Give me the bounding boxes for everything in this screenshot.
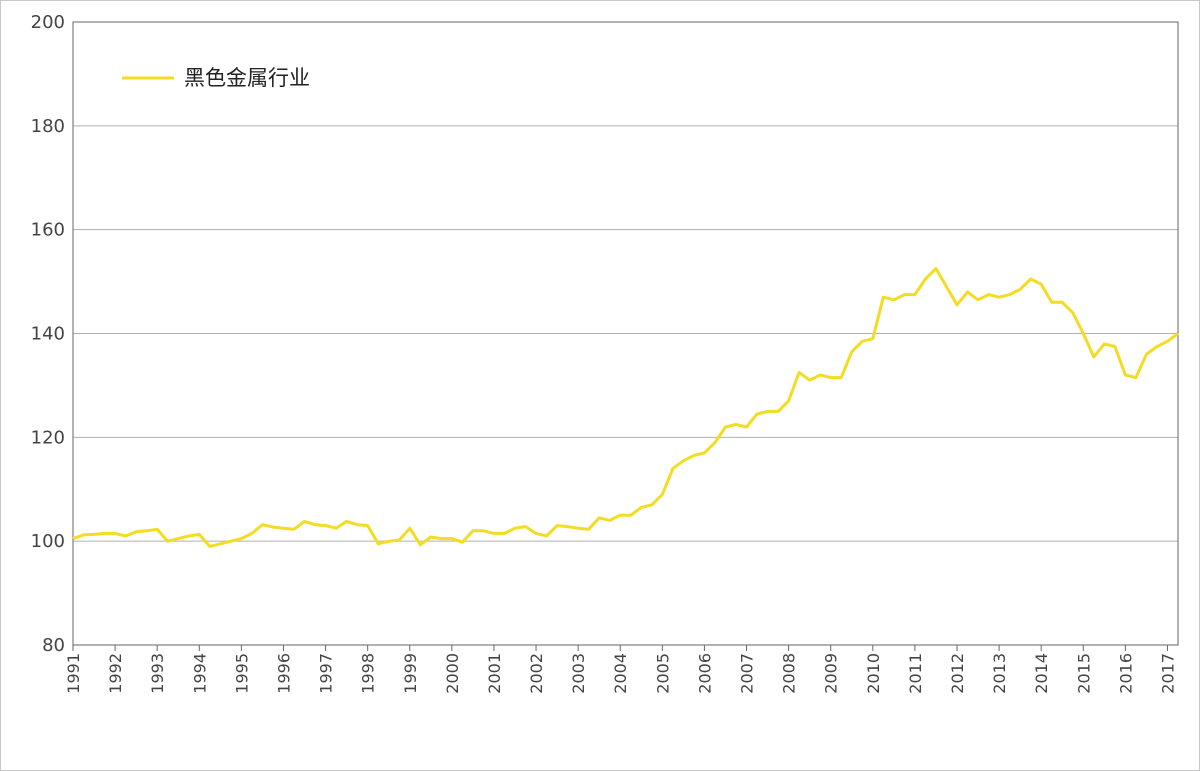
x-tick-label: 1992 xyxy=(106,653,125,694)
y-tick-label: 80 xyxy=(42,635,65,656)
x-tick-label: 2009 xyxy=(822,653,841,694)
x-tick-label: 2004 xyxy=(611,653,630,694)
x-tick-label: 1993 xyxy=(148,653,167,694)
x-tick-label: 2000 xyxy=(443,653,462,694)
x-tick-label: 2016 xyxy=(1116,653,1135,694)
x-tick-label: 1997 xyxy=(317,653,336,694)
x-tick-label: 2001 xyxy=(485,653,504,694)
y-tick-label: 120 xyxy=(31,427,65,448)
x-tick-label: 2008 xyxy=(780,653,799,694)
x-tick-label: 2012 xyxy=(948,653,967,694)
y-tick-label: 160 xyxy=(31,220,65,241)
x-tick-label: 1996 xyxy=(274,653,293,694)
legend-label: 黑色金属行业 xyxy=(184,66,310,90)
x-tick-label: 1998 xyxy=(359,653,378,694)
x-tick-label: 2015 xyxy=(1074,653,1093,694)
x-tick-label: 2017 xyxy=(1158,653,1177,694)
x-tick-label: 2013 xyxy=(990,653,1009,694)
x-tick-label: 2010 xyxy=(864,653,883,694)
x-tick-label: 2003 xyxy=(569,653,588,694)
y-tick-label: 200 xyxy=(31,12,65,33)
x-tick-label: 2011 xyxy=(906,653,925,694)
x-tick-label: 2007 xyxy=(738,653,757,694)
y-tick-label: 140 xyxy=(31,324,65,345)
x-tick-label: 2014 xyxy=(1032,653,1051,694)
y-tick-label: 180 xyxy=(31,116,65,137)
x-tick-label: 2005 xyxy=(653,653,672,694)
x-tick-label: 1991 xyxy=(64,653,83,694)
x-tick-label: 1995 xyxy=(232,653,251,694)
x-tick-label: 1999 xyxy=(401,653,420,694)
x-tick-label: 1994 xyxy=(190,653,209,694)
y-tick-label: 100 xyxy=(31,531,65,552)
line xyxy=(72,267,1179,548)
x-tick-label: 2006 xyxy=(695,653,714,694)
x-tick-label: 2002 xyxy=(527,653,546,694)
